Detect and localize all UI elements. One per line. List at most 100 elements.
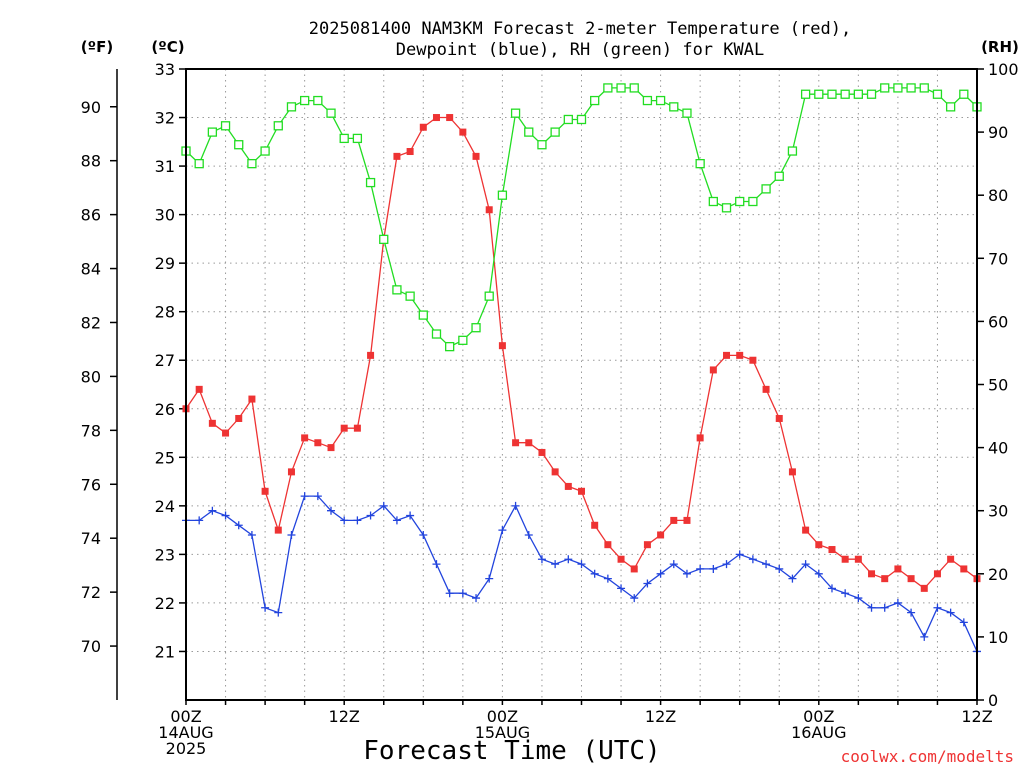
- data-point: [590, 95, 600, 106]
- celsius-axis: 21 22 23 24 25 26 27 28 29 30 31 32 33: [155, 60, 186, 661]
- celsius-tick-label: 26: [155, 400, 175, 419]
- celsius-tick-label: 29: [155, 254, 175, 273]
- data-point: [260, 146, 270, 156]
- data-point: [207, 127, 218, 137]
- data-point: [800, 89, 811, 99]
- data-point: [247, 530, 256, 539]
- celsius-tick-label: 33: [155, 60, 175, 79]
- data-point: [234, 140, 244, 150]
- data-point: [682, 108, 692, 118]
- rh-tick-label: 30: [988, 502, 1008, 521]
- chart-title-line2: Dewpoint (blue), RH (green) for KWAL: [396, 40, 764, 60]
- data-point: [472, 152, 480, 160]
- data-point: [736, 351, 744, 359]
- celsius-tick-label: 30: [155, 206, 175, 225]
- data-point: [604, 541, 612, 549]
- data-point: [748, 196, 758, 207]
- data-point: [748, 555, 757, 564]
- data-point: [287, 468, 295, 476]
- data-point: [682, 569, 691, 578]
- time-tick-label: 2025: [166, 739, 207, 758]
- data-point: [841, 589, 850, 598]
- data-point: [485, 206, 493, 214]
- data-point: [603, 83, 613, 93]
- data-point: [722, 560, 731, 569]
- data-point: [273, 121, 283, 131]
- data-point: [947, 555, 955, 563]
- data-point: [880, 603, 889, 612]
- data-point: [340, 516, 349, 525]
- data-point: [195, 385, 203, 393]
- data-point: [234, 521, 243, 530]
- data-point: [458, 589, 467, 598]
- data-point: [801, 560, 810, 569]
- data-point: [431, 329, 442, 339]
- data-point: [551, 468, 559, 476]
- data-point: [563, 114, 573, 125]
- data-point: [511, 501, 520, 510]
- data-point: [669, 560, 678, 569]
- data-point: [497, 190, 508, 200]
- data-point: [657, 531, 665, 539]
- data-point: [220, 121, 231, 131]
- data-point: [814, 89, 824, 99]
- data-point: [590, 569, 599, 578]
- data-point: [247, 158, 257, 169]
- data-point: [907, 575, 915, 583]
- data-point: [194, 158, 204, 169]
- data-point: [326, 108, 336, 118]
- time-tick-label: 12Z: [329, 707, 360, 726]
- celsius-tick-label: 23: [155, 545, 175, 564]
- data-point: [788, 574, 797, 583]
- data-point: [656, 569, 665, 578]
- rh-tick-label: 50: [988, 376, 1008, 395]
- fahrenheit-axis: 70 72 74 76 78 80 82 84 86 88 90: [81, 69, 118, 700]
- data-point: [841, 555, 849, 563]
- time-tick-label: 14AUG: [158, 723, 213, 742]
- data-point: [787, 146, 798, 156]
- data-point: [749, 356, 757, 364]
- credit-text: coolwx.com/modelts: [841, 747, 1014, 766]
- data-point: [906, 83, 916, 93]
- rh-tick-label: 20: [988, 565, 1008, 584]
- data-point: [683, 516, 691, 524]
- fahrenheit-tick-label: 90: [81, 98, 101, 117]
- data-point: [472, 594, 481, 603]
- data-point: [642, 95, 653, 106]
- data-point: [352, 133, 363, 144]
- data-point: [629, 83, 639, 93]
- data-point: [287, 530, 296, 539]
- data-point: [538, 448, 546, 456]
- data-point: [853, 89, 863, 99]
- data-point: [405, 291, 415, 301]
- data-point: [880, 83, 890, 93]
- data-point: [339, 133, 349, 144]
- rh-tick-label: 60: [988, 312, 1008, 331]
- data-point: [762, 385, 770, 393]
- celsius-tick-label: 28: [155, 303, 175, 322]
- series-rh: [181, 83, 982, 352]
- celsius-tick-label: 24: [155, 497, 175, 516]
- data-point: [919, 83, 929, 93]
- chart-title-line1: 2025081400 NAM3KM Forecast 2-meter Tempe…: [309, 19, 851, 39]
- plot-frame: [185, 68, 978, 701]
- data-point: [537, 555, 546, 564]
- data-point: [353, 424, 361, 432]
- data-point: [815, 541, 823, 549]
- data-point: [643, 541, 651, 549]
- data-point: [300, 492, 309, 501]
- data-point: [366, 511, 375, 520]
- x-axis-title: Forecast Time (UTC): [363, 736, 660, 766]
- data-point: [775, 564, 784, 573]
- data-point: [222, 429, 230, 437]
- data-point: [840, 89, 850, 99]
- fahrenheit-tick-label: 76: [81, 475, 101, 494]
- data-point: [221, 511, 230, 520]
- data-point: [723, 351, 731, 359]
- celsius-tick-label: 31: [155, 157, 175, 176]
- data-point: [630, 594, 639, 603]
- data-point: [669, 102, 679, 112]
- data-point: [353, 516, 362, 525]
- time-tick-label: 15AUG: [475, 723, 530, 742]
